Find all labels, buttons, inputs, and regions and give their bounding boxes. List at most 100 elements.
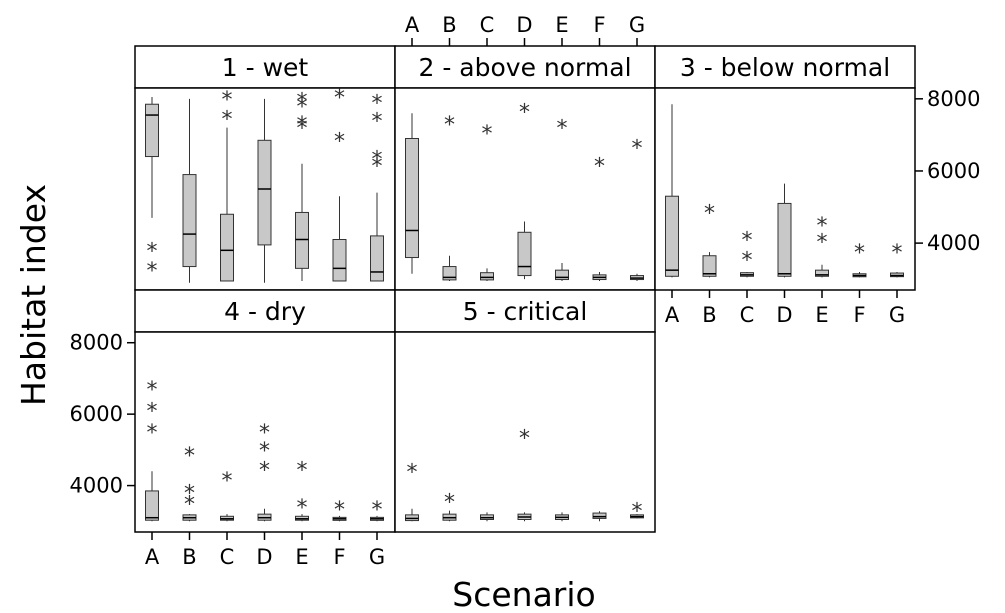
outlier-marker: * bbox=[184, 492, 195, 517]
panel-4-box-e: ** bbox=[295, 459, 309, 522]
outlier-marker: * bbox=[817, 230, 828, 255]
panel-2-box-f: * bbox=[592, 155, 607, 281]
panel-4-strip bbox=[134, 289, 396, 333]
panel-5-box-b: * bbox=[442, 491, 457, 522]
iqr-box bbox=[702, 255, 717, 277]
y-axis-label: Habitat index bbox=[14, 184, 53, 406]
outlier-marker: * bbox=[444, 113, 455, 138]
top-x-axis-tick-label-b: B bbox=[442, 13, 456, 37]
iqr-box bbox=[665, 195, 679, 277]
outlier-marker: * bbox=[222, 88, 233, 113]
top-x-axis-tick-label-g: G bbox=[629, 13, 645, 37]
iqr-box bbox=[332, 239, 347, 282]
bottom-x-axis-tick-label-c: C bbox=[220, 545, 235, 569]
bottom-x-axis-tick-label-e: E bbox=[295, 545, 308, 569]
iqr-box bbox=[220, 213, 234, 282]
outlier-marker: * bbox=[334, 498, 345, 523]
panel-4-box-a: *** bbox=[145, 378, 159, 522]
panel-5-title: 5 - critical bbox=[463, 297, 588, 326]
panel-2-box-c: * bbox=[480, 122, 494, 281]
outlier-marker: * bbox=[297, 95, 308, 120]
panel-3-title: 3 - below normal bbox=[680, 53, 890, 82]
outlier-marker: * bbox=[259, 421, 270, 446]
outlier-marker: * bbox=[372, 155, 383, 180]
outlier-marker: * bbox=[407, 460, 418, 485]
panel-3: 3 - below normal***** * * bbox=[654, 45, 916, 291]
panel-1-box-c: ** bbox=[220, 88, 234, 282]
panel-5: 5 - critical * * * * bbox=[394, 289, 656, 533]
panel-4-title: 4 - dry bbox=[224, 297, 306, 326]
outlier-marker: * bbox=[297, 113, 308, 138]
iqr-box bbox=[517, 231, 532, 277]
panel-5-box-d: * bbox=[517, 426, 532, 522]
panel-4: 4 - dry********** ** * * bbox=[134, 289, 396, 533]
x-axis-label: Scenario bbox=[452, 575, 595, 613]
bottom-x-axis-tick-label-a: A bbox=[145, 545, 160, 569]
iqr-box bbox=[370, 235, 384, 282]
right-x-axis-tick-label-d: D bbox=[776, 303, 792, 327]
outlier-marker: * bbox=[742, 229, 753, 254]
outlier-marker: * bbox=[704, 201, 715, 226]
panel-5-box-f bbox=[592, 511, 607, 522]
outlier-marker: * bbox=[297, 90, 308, 115]
outlier-marker: * bbox=[259, 439, 270, 464]
outlier-marker: * bbox=[222, 469, 233, 494]
left-y-axis-tick-label-4000: 4000 bbox=[70, 474, 123, 498]
right-x-axis-tick-label-g: G bbox=[889, 303, 905, 327]
panel-1-box-d bbox=[257, 98, 272, 283]
outlier-marker: * bbox=[742, 248, 753, 273]
panel-5-strip bbox=[394, 289, 656, 333]
panel-1-title: 1 - wet bbox=[222, 53, 309, 82]
right-y-axis-tick-label-4000: 4000 bbox=[927, 231, 980, 255]
top-x-axis-tick-label-d: D bbox=[516, 13, 532, 37]
panel-2-box-d: * bbox=[517, 100, 532, 280]
outlier-marker: * bbox=[817, 214, 828, 239]
outlier-marker: * bbox=[444, 491, 455, 516]
iqr-box bbox=[442, 266, 457, 281]
outlier-marker: * bbox=[594, 155, 605, 180]
iqr-box bbox=[405, 138, 419, 259]
outlier-marker: * bbox=[147, 259, 158, 284]
panel-4-frame bbox=[134, 331, 396, 533]
panel-4-box-d: *** bbox=[257, 421, 272, 522]
outlier-marker: * bbox=[519, 100, 530, 125]
left-y-axis-tick-label-6000: 6000 bbox=[70, 402, 123, 426]
outlier-marker: * bbox=[147, 239, 158, 264]
panel-5-box-a: * bbox=[405, 460, 419, 522]
left-y-axis-tick-label-8000: 8000 bbox=[70, 331, 123, 355]
outlier-marker: * bbox=[297, 117, 308, 142]
panel-2-box-b: * bbox=[442, 113, 457, 281]
outlier-marker: * bbox=[482, 122, 493, 147]
panel-1-box-e: **** bbox=[295, 90, 309, 281]
panel-2-box-e: * bbox=[555, 117, 569, 281]
right-y-axis-tick-label-8000: 8000 bbox=[927, 87, 980, 111]
outlier-marker: * bbox=[297, 496, 308, 521]
outlier-marker: * bbox=[184, 444, 195, 469]
outlier-marker: * bbox=[372, 498, 383, 523]
outlier-marker: * bbox=[334, 86, 345, 111]
right-x-axis-tick-label-f: F bbox=[853, 303, 865, 327]
panel-3-strip bbox=[654, 45, 916, 89]
outlier-marker: * bbox=[147, 400, 158, 425]
right-x-axis-tick-label-e: E bbox=[815, 303, 828, 327]
outlier-marker: * bbox=[557, 117, 568, 142]
panel-2-title: 2 - above normal bbox=[418, 53, 631, 82]
panel-4-box-f: * bbox=[332, 498, 347, 523]
iqr-box bbox=[257, 139, 272, 246]
outlier-marker: * bbox=[372, 147, 383, 172]
panel-1-box-g: **** bbox=[370, 91, 384, 282]
outlier-marker: * bbox=[892, 241, 903, 266]
panel-1-box-a: ** bbox=[145, 97, 159, 284]
panel-4-box-b: *** bbox=[182, 444, 197, 522]
outlier-marker: * bbox=[632, 500, 643, 525]
outlier-marker: * bbox=[854, 241, 865, 266]
panel-3-box-g: * bbox=[890, 241, 904, 278]
outlier-marker: * bbox=[372, 91, 383, 116]
top-x-axis-tick-label-f: F bbox=[593, 13, 605, 37]
iqr-box bbox=[777, 202, 792, 277]
panel-1: 1 - wet************** bbox=[134, 45, 396, 291]
iqr-box bbox=[145, 103, 159, 158]
outlier-marker: * bbox=[259, 459, 270, 484]
panel-2-box-g: * bbox=[630, 137, 644, 281]
panel-4-box-c: * bbox=[220, 469, 234, 522]
